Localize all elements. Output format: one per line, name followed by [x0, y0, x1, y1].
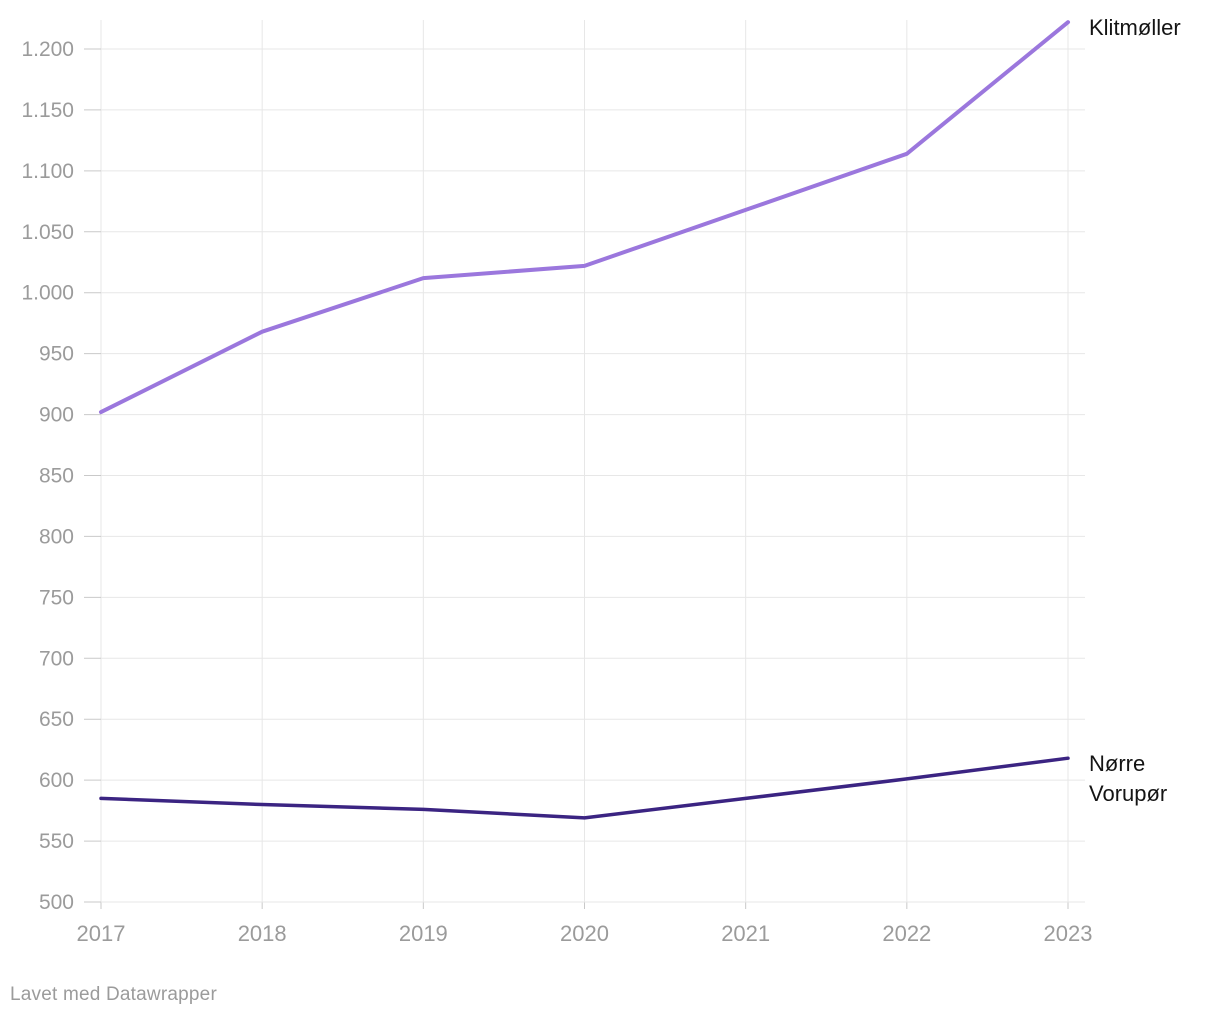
y-axis-tick-label: 750 [39, 586, 74, 609]
series-label-1: Vorupør [1089, 781, 1167, 806]
y-axis-tick-label: 1.150 [21, 99, 74, 122]
x-axis-tick-label: 2022 [882, 921, 931, 946]
y-axis-tick-label: 850 [39, 465, 74, 488]
y-axis-tick-label: 650 [39, 708, 74, 731]
y-axis-tick-label: 950 [39, 343, 74, 366]
x-axis-tick-label: 2017 [77, 921, 126, 946]
y-axis-tick-label: 1.000 [21, 282, 74, 305]
x-axis-tick-label: 2018 [238, 921, 287, 946]
line-chart: 2017 2018 2019 2020 2021 2022 2023 500 550 600 650… [21, 15, 1181, 946]
y-axis-tick-label: 600 [39, 769, 74, 792]
x-axis-tick-label: 2020 [560, 921, 609, 946]
y-axis-tick-label: 1.050 [21, 221, 74, 244]
series-label-0: Klitmøller [1089, 15, 1181, 40]
x-axis-tick-label: 2019 [399, 921, 448, 946]
y-axis-tick-label: 700 [39, 647, 74, 670]
series-line-1 [99, 756, 1070, 820]
credit-line: Lavet med Datawrapper [10, 984, 217, 1005]
x-axis-tick-label: 2021 [721, 921, 770, 946]
x-axis-tick-label: 2023 [1044, 921, 1093, 946]
series-label-1: Nørre [1089, 751, 1145, 776]
y-axis-tick-label: 550 [39, 830, 74, 853]
y-axis-tick-label: 1.100 [21, 160, 74, 183]
series-line-0 [99, 20, 1070, 415]
y-axis-tick-label: 900 [39, 404, 74, 427]
y-axis-tick-label: 500 [39, 891, 74, 914]
y-axis-tick-label: 800 [39, 525, 74, 548]
y-axis-tick-label: 1.200 [21, 38, 74, 61]
